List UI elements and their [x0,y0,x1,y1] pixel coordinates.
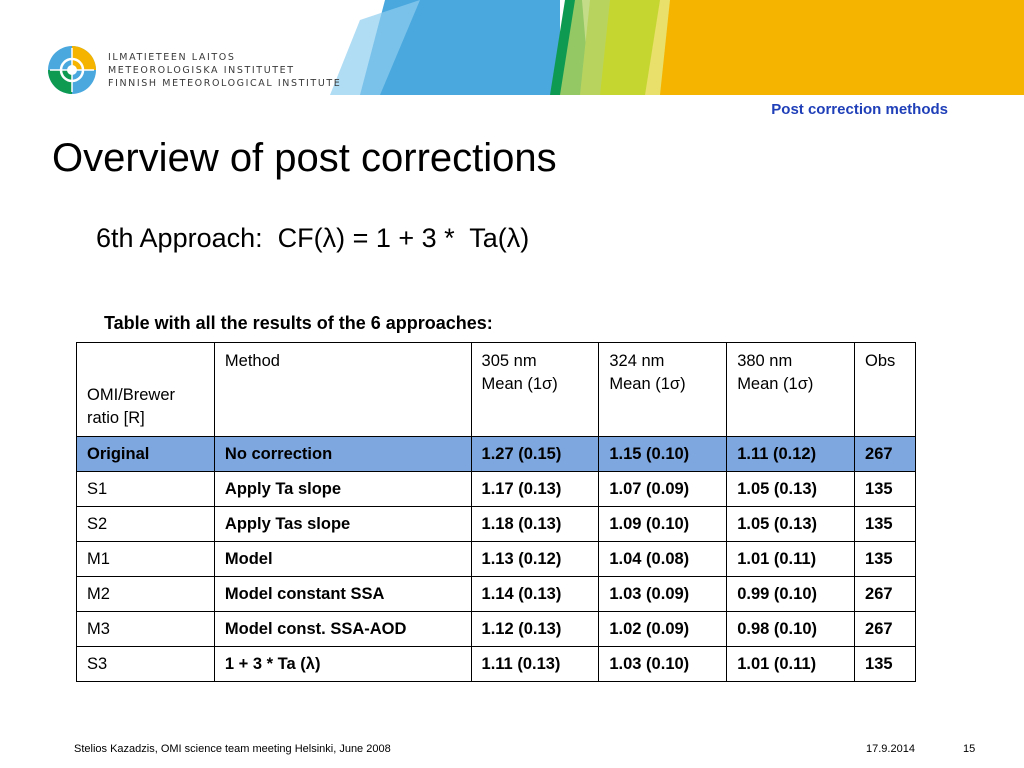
cell-ratio: S3 [76,646,215,682]
cell-obs: 267 [854,436,916,472]
cell-324nm: 1.02 (0.09) [598,611,728,647]
cell-method: Model const. SSA-AOD [213,611,472,647]
cell-380nm: 1.01 (0.11) [726,541,856,577]
org-name-finnish: ILMATIETEEN LAITOS [108,52,236,63]
cell-324nm: 1.07 (0.09) [598,471,728,507]
cell-305nm: 1.14 (0.13) [470,576,600,612]
table-row: S2 Apply Tas slope 1.18 (0.13) 1.09 (0.10) 1… [76,506,916,542]
cell-380nm: 0.99 (0.10) [726,576,856,612]
results-table: OMI/Brewer ratio [R] Method 305 nm Mean … [76,342,916,682]
cell-324nm: 1.15 (0.10) [598,436,728,472]
cell-380nm: 0.98 (0.10) [726,611,856,647]
cell-method: 1 + 3 * Ta (λ) [213,646,472,682]
org-name-swedish: METEOROLOGISKA INSTITUTET [108,65,295,76]
column-header-method: Method [213,342,472,437]
column-header-380nm: 380 nm Mean (1σ) [726,342,856,437]
cell-324nm: 1.03 (0.10) [598,646,728,682]
banner-light-lime-band [560,0,610,95]
cell-324nm: 1.03 (0.09) [598,576,728,612]
page-title: Overview of post corrections [52,136,557,180]
section-label: Post correction methods [771,101,948,118]
cell-obs: 267 [854,576,916,612]
cell-ratio: Original [76,436,215,472]
cell-305nm: 1.11 (0.13) [470,646,600,682]
cell-obs: 135 [854,506,916,542]
approach-formula: 6th Approach: CF(λ) = 1 + 3 * Ta(λ) [96,223,530,253]
header-banner [330,0,1024,95]
cell-305nm: 1.17 (0.13) [470,471,600,507]
cell-380nm: 1.05 (0.13) [726,471,856,507]
footer-date: 17.9.2014 [866,743,915,755]
cell-305nm: 1.18 (0.13) [470,506,600,542]
cell-method: Model [213,541,472,577]
cell-305nm: 1.13 (0.12) [470,541,600,577]
cell-method: Model constant SSA [213,576,472,612]
cell-obs: 135 [854,471,916,507]
cell-method: Apply Ta slope [213,471,472,507]
cell-method: No correction [213,436,472,472]
org-name-english: FINNISH METEOROLOGICAL INSTITUTE [108,78,342,89]
table-header-row: OMI/Brewer ratio [R] Method 305 nm Mean … [76,342,916,437]
table-row: S3 1 + 3 * Ta (λ) 1.11 (0.13) 1.03 (0.10) 1.… [76,646,916,682]
table-row: M1 Model 1.13 (0.12) 1.04 (0.08) 1.01 (0.11)… [76,541,916,577]
cell-ratio: M3 [76,611,215,647]
column-header-obs: Obs [854,342,916,437]
table-row: Original No correction 1.27 (0.15) 1.15 (0.… [76,436,916,472]
footer-author: Stelios Kazadzis, OMI science team meeti… [74,743,391,755]
cell-ratio: S2 [76,506,215,542]
banner-light-blue-band [330,0,420,95]
fmi-logo-icon [48,46,96,94]
cell-305nm: 1.27 (0.15) [470,436,600,472]
cell-380nm: 1.05 (0.13) [726,506,856,542]
cell-obs: 267 [854,611,916,647]
column-header-ratio: OMI/Brewer ratio [R] [76,342,215,437]
cell-305nm: 1.12 (0.13) [470,611,600,647]
cell-method: Apply Tas slope [213,506,472,542]
cell-324nm: 1.04 (0.08) [598,541,728,577]
cell-324nm: 1.09 (0.10) [598,506,728,542]
table-row: S1 Apply Ta slope 1.17 (0.13) 1.07 (0.09) 1.… [76,471,916,507]
table-body: Original No correction 1.27 (0.15) 1.15 (0.… [76,436,916,682]
banner-pale-strip [645,0,670,95]
cell-380nm: 1.01 (0.11) [726,646,856,682]
cell-obs: 135 [854,646,916,682]
table-caption: Table with all the results of the 6 appr… [104,313,493,333]
cell-obs: 135 [854,541,916,577]
column-header-324nm: 324 nm Mean (1σ) [598,342,728,437]
table-row: M3 Model const. SSA-AOD 1.12 (0.13) 1.02 (0… [76,611,916,647]
cell-ratio: M2 [76,576,215,612]
cell-ratio: S1 [76,471,215,507]
table-row: M2 Model constant SSA 1.14 (0.13) 1.03 (0.0… [76,576,916,612]
cell-380nm: 1.11 (0.12) [726,436,856,472]
cell-ratio: M1 [76,541,215,577]
banner-yellow-band [655,0,1024,95]
column-header-305nm: 305 nm Mean (1σ) [470,342,600,437]
footer-page-number: 15 [963,743,976,755]
